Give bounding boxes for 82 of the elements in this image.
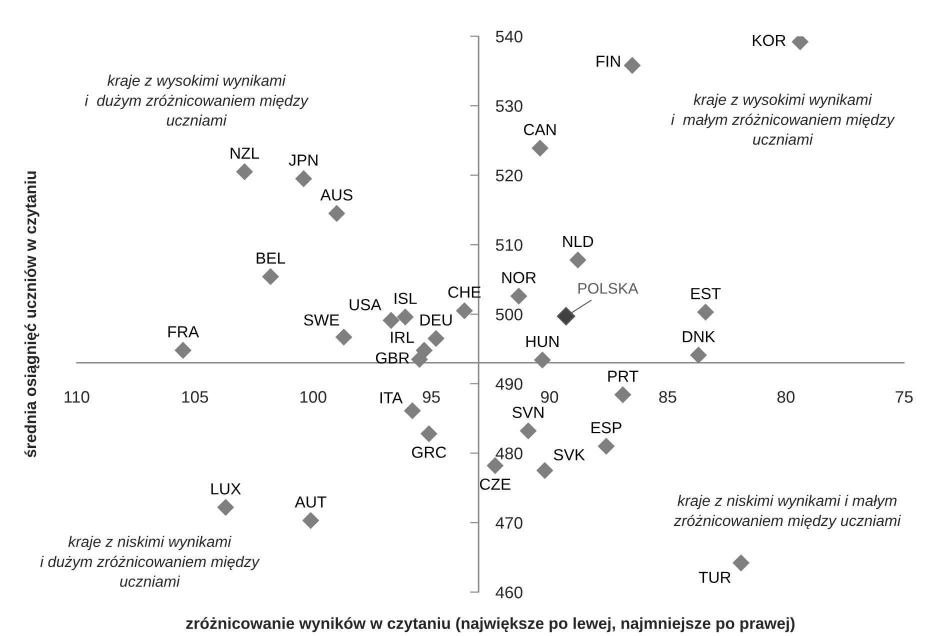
y-tick-label: 490 (496, 378, 522, 390)
annotation: USA (350, 299, 382, 310)
annotation: JPN (288, 154, 318, 166)
point (174, 342, 192, 359)
y-tick-label: 460 (496, 586, 522, 598)
annotation: EST (691, 288, 721, 300)
point (302, 512, 320, 530)
annotation: GRC (412, 446, 446, 458)
annotation: kraje z niskimi wynikami i dużym zróżnicowaniem między uczniami (40, 536, 260, 587)
y-tick-label: 510 (496, 239, 522, 251)
annotation: TUR (698, 572, 731, 583)
point (510, 288, 528, 305)
y-tick-label: 500 (496, 308, 522, 320)
point (624, 56, 641, 74)
point (236, 163, 254, 180)
point (382, 312, 400, 329)
annotation: AUS (320, 189, 352, 201)
annotation: HUN (526, 336, 558, 348)
annotation: kraje z wysokimi wynikami i małym zróżnicowaniem między uczniami (671, 94, 896, 145)
point (614, 386, 632, 404)
annotation: kraje z niskimi wynikami i małym zróżnicowaniem między uczniami (674, 494, 901, 530)
point (536, 462, 554, 480)
annotation: DNK (682, 331, 716, 342)
annotation: AUT (294, 496, 326, 508)
point (428, 330, 445, 348)
annotation: kraje z wysokimi wynikami i dużym zróżnicowaniem między uczniami (84, 74, 309, 126)
annotation: ISL (394, 292, 417, 304)
point (690, 346, 707, 364)
point (456, 302, 473, 320)
annotation: NZL (230, 148, 260, 159)
annotation: CAN (524, 124, 556, 136)
point (569, 251, 586, 268)
x-tick-label: 95 (422, 391, 440, 403)
x-tick-label: 100 (300, 391, 326, 403)
x-tick-label: 90 (541, 391, 558, 403)
annotation: DEU (420, 314, 452, 326)
point (410, 350, 428, 368)
point (598, 438, 615, 455)
annotation: NOR (502, 272, 536, 284)
annotation: FRA (168, 326, 199, 338)
x-tick-label: 85 (659, 391, 676, 403)
y-tick-label: 470 (496, 517, 522, 529)
point (217, 498, 234, 516)
point (520, 422, 537, 440)
x-tick-label: 110 (64, 391, 90, 403)
point (295, 170, 312, 188)
point (534, 352, 551, 369)
annotation: CZE (480, 478, 510, 490)
point (404, 402, 421, 420)
annotation: ITA (380, 392, 403, 404)
point (420, 425, 438, 442)
point (335, 328, 352, 346)
point (697, 304, 714, 321)
x-tick-label: 75 (896, 391, 913, 403)
point (328, 204, 346, 222)
annotation: SWE (304, 314, 339, 326)
annotation: IRL (391, 332, 414, 343)
point (732, 554, 750, 572)
point (556, 307, 576, 326)
point (396, 308, 414, 326)
x-axis-title: zróżnicowanie wyników w czytaniu (największe po lewej, najmniejsze po prawej) (186, 617, 795, 632)
annotation: LUX (211, 483, 241, 494)
point (262, 268, 280, 286)
series-label: POLSKA (578, 282, 638, 294)
annotation: FIN (596, 56, 620, 67)
annotation: SVN (512, 406, 544, 418)
y-tick-label: 480 (496, 448, 522, 460)
annotation: NLD (563, 236, 594, 247)
y-axis-title: średnia osiągnięć uczniów w czytaniu (24, 171, 40, 458)
annotation: KOR (752, 34, 786, 46)
y-tick-label: 540 (496, 30, 522, 42)
annotation: CHE (448, 286, 481, 298)
y-tick-label: 530 (496, 100, 522, 112)
y-tick-label: 520 (496, 170, 522, 182)
annotation: BEL (256, 252, 286, 264)
x-tick-label: 105 (182, 391, 208, 403)
annotation: GBR (376, 352, 410, 364)
annotation: PRT (608, 370, 638, 382)
annotation: ESP (592, 422, 622, 434)
point (532, 140, 549, 157)
annotation: SVK (554, 449, 585, 460)
x-tick-label: 80 (777, 391, 795, 403)
